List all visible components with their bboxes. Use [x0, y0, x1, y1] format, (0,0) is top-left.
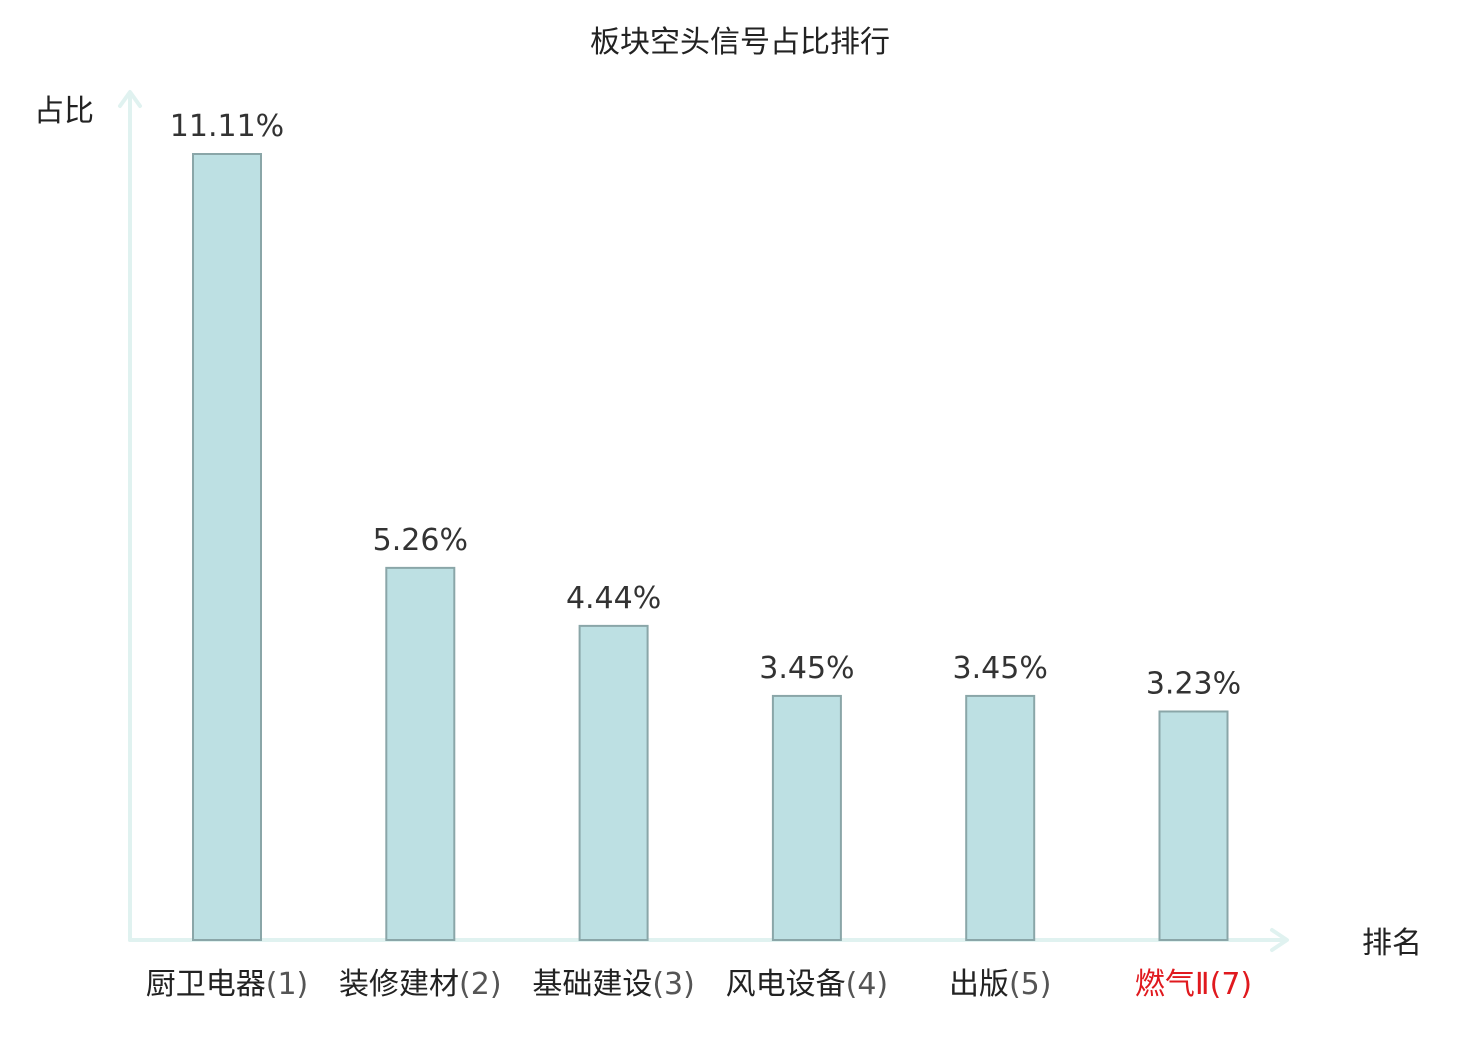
y-axis-arrow-icon [118, 90, 142, 108]
x-tick-name-6: 燃气Ⅱ [1135, 967, 1210, 1002]
bar-3 [578, 624, 649, 941]
x-tick-name-2: 装修建材 [339, 967, 459, 1002]
bar-4 [771, 694, 842, 942]
x-tick-rank-3: (3) [652, 967, 695, 1002]
value-label-2: 5.26% [373, 523, 468, 558]
chart-title: 板块空头信号占比排行 [590, 25, 890, 60]
value-label-6: 3.23% [1146, 666, 1241, 701]
x-tick-label-5: 出版(5) [949, 967, 1051, 1002]
value-label-3: 4.44% [566, 581, 661, 616]
x-tick-name-1: 厨卫电器 [146, 967, 266, 1002]
x-tick-label-4: 风电设备(4) [726, 967, 889, 1002]
x-tick-rank-5: (5) [1009, 967, 1051, 1002]
x-tick-rank-4: (4) [846, 967, 889, 1002]
value-label-1: 11.11% [170, 109, 284, 144]
x-tick-rank-6: (7) [1210, 967, 1253, 1002]
bar-5 [965, 694, 1036, 942]
bar-6 [1158, 710, 1229, 941]
x-tick-name-3: 基础建设 [532, 967, 652, 1002]
x-tick-rank-1: (1) [266, 967, 309, 1002]
x-axis-arrow-icon [1270, 928, 1289, 952]
x-tick-label-1: 厨卫电器(1) [146, 967, 309, 1002]
value-label-5: 3.45% [953, 651, 1048, 686]
x-tick-label-2: 装修建材(2) [339, 967, 502, 1002]
y-axis-label: 占比 [34, 94, 94, 129]
x-tick-name-5: 出版 [949, 967, 1009, 1002]
x-tick-name-4: 风电设备 [726, 967, 846, 1002]
value-label-4: 3.45% [759, 651, 854, 686]
x-tick-rank-2: (2) [459, 967, 502, 1002]
bar-series: 11.11% 厨卫电器(1) 5.26% 装修建材(2) 4.44% 基础建设(3) 3.4… [146, 109, 1252, 1002]
bar-1 [192, 153, 262, 941]
x-tick-label-3: 基础建设(3) [532, 967, 695, 1002]
x-tick-label-6: 燃气Ⅱ(7) [1135, 967, 1252, 1002]
x-axis-label: 排名 [1362, 926, 1422, 961]
bar-2 [385, 566, 456, 941]
